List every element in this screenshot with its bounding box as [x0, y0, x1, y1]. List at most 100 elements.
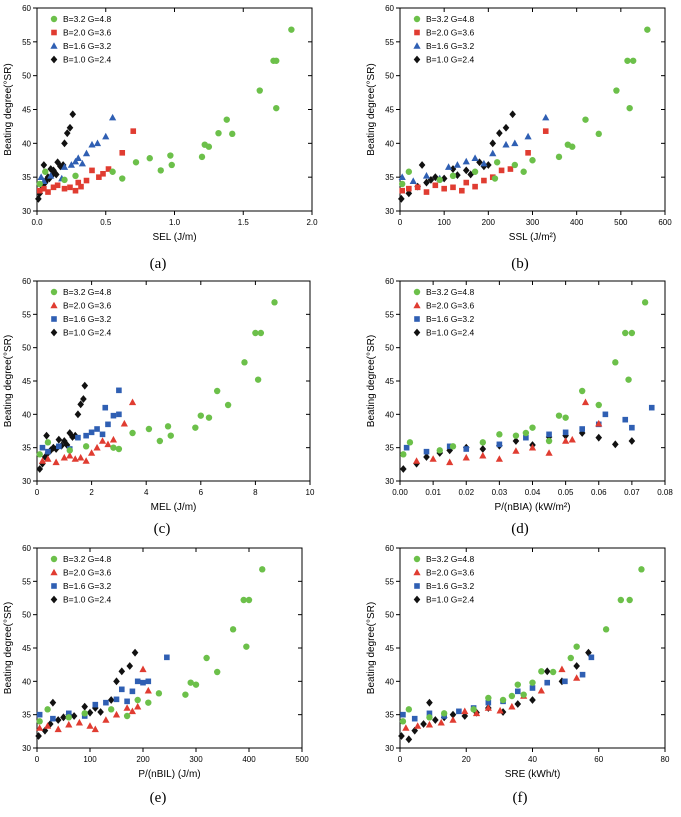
- y-tick-label: 30: [385, 477, 394, 486]
- y-tick-label: 45: [22, 644, 31, 653]
- legend-marker: [413, 555, 421, 563]
- data-point: [449, 443, 457, 450]
- data-point: [485, 699, 492, 706]
- data-point: [555, 153, 563, 161]
- x-tick-label: 600: [658, 218, 672, 227]
- series-1: [36, 299, 278, 458]
- data-point: [36, 465, 44, 473]
- data-point: [102, 404, 109, 411]
- chart-panel-d: 0.00 0.01 0.02 0.03 0.04 0.05 0.06 0.07 0.08 30 35…: [366, 277, 673, 513]
- legend-marker: [51, 29, 57, 36]
- data-point: [491, 175, 499, 182]
- y-tick-label: 45: [22, 106, 31, 115]
- data-point: [50, 715, 56, 722]
- data-point: [198, 153, 206, 161]
- data-point: [75, 718, 83, 726]
- y-tick-label: 30: [22, 207, 31, 216]
- data-point: [93, 443, 101, 451]
- data-point: [624, 57, 631, 64]
- x-axis-label: SSL (J/m²): [509, 232, 556, 243]
- panel-caption: (a): [150, 256, 167, 272]
- data-point: [63, 129, 71, 138]
- data-point: [215, 129, 222, 137]
- data-point: [36, 180, 43, 188]
- data-point: [520, 691, 527, 698]
- data-point: [567, 654, 574, 662]
- data-point: [41, 185, 47, 192]
- data-point: [399, 718, 407, 725]
- x-tick-label: 0.07: [624, 488, 640, 497]
- data-point: [45, 448, 51, 455]
- data-point: [82, 457, 90, 464]
- y-tick-label: 35: [385, 444, 394, 453]
- y-tick-label: 35: [385, 711, 394, 720]
- data-point: [512, 447, 520, 454]
- data-point: [542, 128, 549, 134]
- data-point: [140, 679, 146, 686]
- data-point: [116, 387, 122, 394]
- y-tick-label: 40: [385, 677, 394, 686]
- data-point: [493, 159, 501, 166]
- x-tick-label: 1.5: [238, 218, 250, 227]
- data-point: [74, 154, 82, 162]
- data-point: [67, 184, 73, 191]
- x-tick-label: 2: [89, 488, 94, 497]
- legend-marker: [50, 288, 58, 296]
- data-point: [542, 113, 550, 121]
- data-point: [57, 162, 64, 171]
- data-point: [558, 665, 566, 673]
- series-2: [36, 128, 137, 195]
- data-point: [56, 443, 62, 450]
- data-point: [595, 401, 602, 409]
- y-tick-label: 45: [385, 377, 394, 386]
- data-point: [88, 140, 96, 148]
- legend-label: B=1.6 G=3.2: [426, 314, 474, 324]
- data-point: [436, 447, 443, 454]
- data-point: [638, 566, 645, 573]
- data-point: [400, 451, 407, 458]
- data-point: [426, 710, 433, 717]
- data-point: [75, 179, 82, 186]
- data-point: [595, 130, 602, 138]
- data-point: [579, 426, 585, 432]
- data-point: [167, 152, 174, 159]
- data-point: [256, 87, 263, 94]
- data-point: [406, 185, 412, 192]
- data-point: [496, 706, 504, 714]
- data-point: [436, 176, 443, 184]
- data-point: [44, 439, 52, 446]
- series-3: [400, 654, 595, 722]
- data-point: [119, 686, 125, 693]
- data-point: [36, 187, 43, 194]
- data-point: [441, 185, 447, 192]
- data-point: [131, 648, 139, 657]
- y-tick-label: 60: [22, 4, 31, 13]
- legend-marker: [413, 568, 421, 576]
- data-point: [113, 677, 120, 686]
- data-point: [612, 359, 619, 366]
- y-axis-label: Beating degree(°SR): [366, 335, 377, 427]
- data-point: [479, 445, 487, 453]
- y-tick-label: 45: [385, 106, 394, 115]
- legend-marker: [50, 55, 58, 64]
- data-point: [489, 149, 497, 157]
- data-point: [432, 182, 439, 189]
- data-point: [484, 704, 492, 711]
- data-point: [425, 720, 434, 728]
- data-point: [562, 429, 569, 436]
- data-point: [203, 654, 210, 662]
- x-tick-label: 2.0: [306, 218, 318, 227]
- data-point: [155, 690, 163, 697]
- data-point: [398, 732, 405, 740]
- x-tick-label: 0: [398, 755, 403, 764]
- series-2: [412, 398, 603, 466]
- data-point: [562, 414, 569, 421]
- legend-label: B=2.0 G=3.6: [63, 28, 111, 38]
- legend-label: B=1.6 G=3.2: [63, 41, 111, 51]
- data-point: [82, 443, 90, 450]
- data-point: [514, 688, 521, 695]
- data-point: [86, 708, 94, 717]
- legend-marker: [413, 15, 421, 23]
- y-tick-label: 30: [22, 477, 31, 486]
